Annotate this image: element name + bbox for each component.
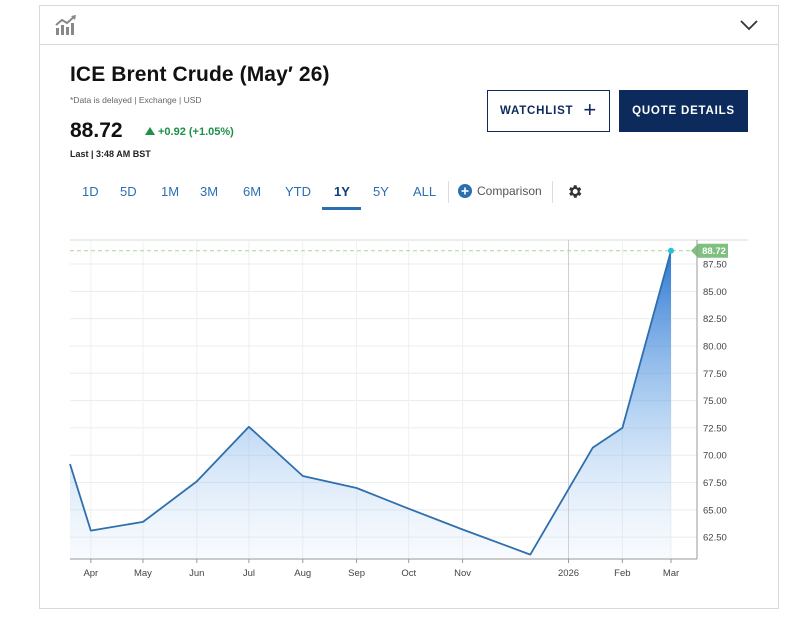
last-price: 88.72 bbox=[70, 119, 123, 142]
tab-range-all[interactable]: ALL bbox=[413, 184, 437, 199]
plus-circle-icon bbox=[458, 184, 472, 198]
watchlist-button[interactable]: WATCHLIST + bbox=[487, 90, 610, 132]
tab-range-6m[interactable]: 6M bbox=[243, 184, 262, 199]
gear-icon[interactable] bbox=[566, 183, 583, 200]
widget-header bbox=[40, 6, 778, 45]
bar-chart-icon bbox=[55, 15, 76, 35]
price-change-value: +0.92 (+1.05%) bbox=[158, 126, 234, 138]
tab-range-1m[interactable]: 1M bbox=[161, 184, 180, 199]
up-triangle-icon bbox=[145, 127, 155, 135]
plus-icon: + bbox=[583, 97, 598, 122]
comparison-label: Comparison bbox=[477, 184, 542, 198]
last-update-time: Last | 3:48 AM BST bbox=[70, 149, 151, 159]
tab-range-3m[interactable]: 3M bbox=[200, 184, 219, 199]
tab-range-ytd[interactable]: YTD bbox=[285, 184, 311, 199]
tab-range-5d[interactable]: 5D bbox=[120, 184, 137, 199]
data-delay-note: *Data is delayed | Exchange | USD bbox=[70, 95, 202, 105]
price-change: +0.92 (+1.05%) bbox=[145, 126, 234, 138]
instrument-title: ICE Brent Crude (May′ 26) bbox=[70, 63, 330, 86]
watchlist-label: WATCHLIST bbox=[499, 105, 574, 117]
toolbar-divider bbox=[552, 181, 553, 203]
comparison-button[interactable]: Comparison bbox=[458, 184, 542, 198]
tab-range-1d[interactable]: 1D bbox=[82, 184, 99, 199]
tab-range-5y[interactable]: 5Y bbox=[373, 184, 389, 199]
quote-details-button[interactable]: QUOTE DETAILS bbox=[619, 90, 748, 132]
chevron-down-icon[interactable] bbox=[738, 16, 760, 34]
tab-range-1y[interactable]: 1Y bbox=[334, 184, 350, 199]
active-tab-indicator bbox=[322, 207, 361, 210]
toolbar-divider bbox=[448, 181, 449, 203]
